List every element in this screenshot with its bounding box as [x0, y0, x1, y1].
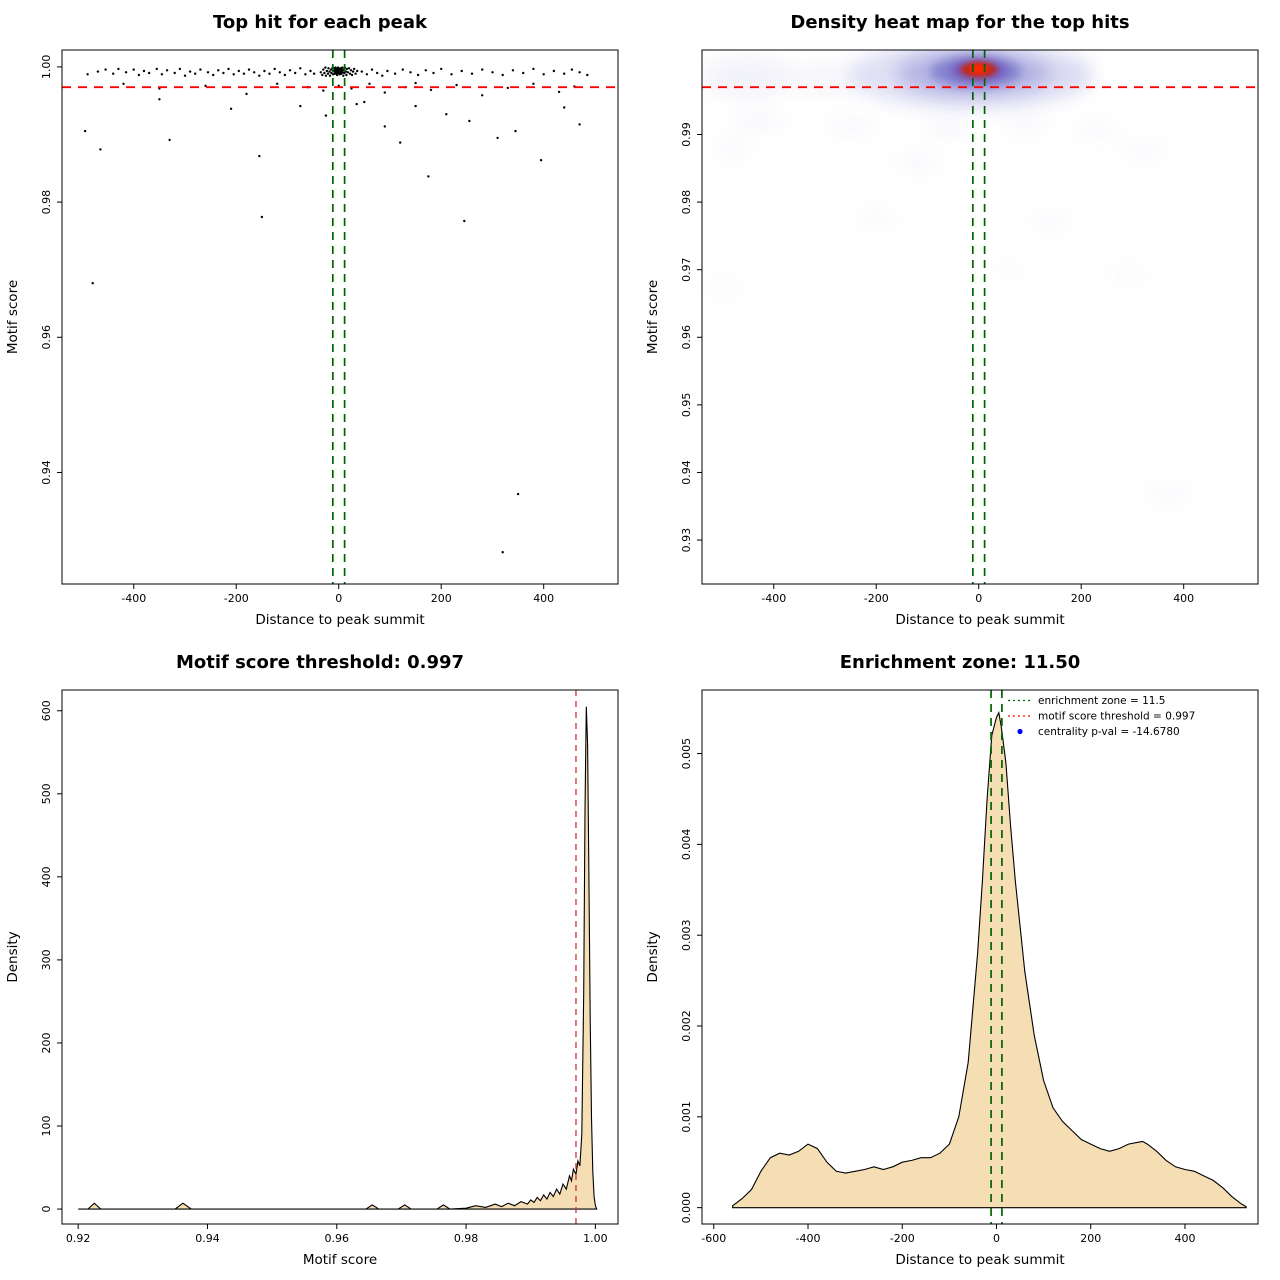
svg-text:0.98: 0.98 [680, 190, 693, 215]
svg-text:0.98: 0.98 [40, 190, 53, 215]
svg-text:200: 200 [431, 592, 452, 605]
svg-text:0.92: 0.92 [66, 1232, 91, 1245]
svg-text:0.95: 0.95 [680, 393, 693, 418]
svg-text:0.003: 0.003 [680, 919, 693, 951]
svg-text:0.004: 0.004 [680, 829, 693, 861]
svg-text:-200: -200 [890, 1232, 915, 1245]
svg-text:400: 400 [1173, 592, 1194, 605]
chart-title-heatmap: Density heat map for the top hits [790, 12, 1130, 33]
heatmap-top-hits-series [702, 50, 1192, 503]
svg-text:0: 0 [335, 592, 342, 605]
density-motif-score-plot-box [61, 689, 619, 1225]
scatter-top-hits-axes: -400 -200 0 200 400 0.94 0.96 0.98 1.00 [40, 55, 554, 605]
svg-text:-400: -400 [796, 1232, 821, 1245]
svg-text:0.001: 0.001 [680, 1101, 693, 1133]
density-motif-score-xlabel: Motif score [303, 1252, 377, 1268]
svg-text:enrichment zone = 11.5: enrichment zone = 11.5 [1038, 695, 1165, 707]
density-distance-axes: -600 -400 -200 0 200 400 0.000 0.001 0.002 0.003 0… [680, 738, 1195, 1245]
scatter-top-hits-ylabel: Motif score [5, 280, 21, 354]
svg-text:0: 0 [993, 1232, 1000, 1245]
svg-text:100: 100 [40, 1116, 53, 1137]
svg-text:0.96: 0.96 [325, 1232, 350, 1245]
panel-density-heatmap: Density heat map for the top hits -400 -2… [640, 0, 1280, 640]
scatter-top-hits-reference-lines [62, 50, 618, 584]
svg-text:0.94: 0.94 [40, 460, 53, 485]
scatter-top-hits-series [83, 66, 589, 554]
svg-text:500: 500 [40, 783, 53, 804]
svg-text:200: 200 [1080, 1232, 1101, 1245]
heatmap-chart: -400 -200 0 200 400 0.93 0.94 0.95 0.96 0.97 0.98 0… [645, 49, 1259, 628]
scatter-chart: -400 -200 0 200 400 0.94 0.96 0.98 1.00 Distance … [5, 49, 619, 628]
density-distance-legend: enrichment zone = 11.5 motif score thresh… [1008, 695, 1195, 738]
svg-text:0.97: 0.97 [680, 257, 693, 282]
svg-text:-200: -200 [224, 592, 249, 605]
svg-text:0.98: 0.98 [454, 1232, 479, 1245]
svg-text:1.00: 1.00 [583, 1232, 608, 1245]
panel-top-hit-scatter: Top hit for each peak -400 -200 0 200 400 0.9… [0, 0, 640, 640]
svg-text:0.94: 0.94 [680, 460, 693, 485]
scatter-top-hits-plot-box [61, 49, 619, 585]
svg-text:-400: -400 [121, 592, 146, 605]
heatmap-top-hits-reference-lines [702, 50, 1258, 584]
svg-text:300: 300 [40, 949, 53, 970]
svg-text:0.93: 0.93 [680, 528, 693, 553]
svg-text:600: 600 [40, 700, 53, 721]
svg-text:0.000: 0.000 [680, 1192, 693, 1224]
density-motif-score-series [78, 706, 598, 1210]
svg-text:400: 400 [40, 866, 53, 887]
svg-text:centrality p-val = -14.6780: centrality p-val = -14.6780 [1038, 726, 1180, 738]
svg-text:-600: -600 [701, 1232, 726, 1245]
density-distance-plot-box [701, 689, 1259, 1225]
density-distance-reference-lines [990, 690, 1003, 1224]
panel-motif-score-density: Motif score threshold: 0.997 0.92 0.94 0.9… [0, 640, 640, 1280]
chart-title-enrichment: Enrichment zone: 11.50 [839, 652, 1081, 673]
heatmap-top-hits-axes: -400 -200 0 200 400 0.93 0.94 0.95 0.96 0.97 0.98 0… [680, 122, 1194, 605]
density-distance-series [732, 710, 1247, 1209]
svg-text:-200: -200 [864, 592, 889, 605]
svg-text:0.96: 0.96 [680, 325, 693, 350]
svg-text:1.00: 1.00 [40, 55, 53, 80]
scatter-top-hits-xlabel: Distance to peak summit [255, 612, 424, 628]
density-motif-score-ylabel: Density [5, 931, 21, 982]
svg-text:400: 400 [533, 592, 554, 605]
density-distance-ylabel: Density [645, 931, 661, 982]
svg-text:0.94: 0.94 [195, 1232, 220, 1245]
heatmap-top-hits-ylabel: Motif score [645, 280, 661, 354]
density-motif-score-axes: 0.92 0.94 0.96 0.98 1.00 0 100 200 300 400 500 600 [40, 700, 608, 1245]
svg-text:-400: -400 [761, 592, 786, 605]
svg-text:400: 400 [1174, 1232, 1195, 1245]
svg-text:0.99: 0.99 [680, 122, 693, 147]
svg-text:0: 0 [975, 592, 982, 605]
svg-text:0: 0 [40, 1206, 53, 1213]
chart-title-score-density: Motif score threshold: 0.997 [175, 652, 465, 673]
score-density-chart: 0.92 0.94 0.96 0.98 1.00 0 100 200 300 400 500 600 M… [5, 689, 619, 1268]
svg-text:0.002: 0.002 [680, 1010, 693, 1042]
svg-text:0.005: 0.005 [680, 738, 693, 770]
enrichment-density-chart: -600 -400 -200 0 200 400 0.000 0.001 0.002 0.003 0… [645, 689, 1259, 1268]
heatmap-top-hits-xlabel: Distance to peak summit [895, 612, 1064, 628]
chart-title-scatter: Top hit for each peak [213, 12, 427, 33]
svg-text:motif score threshold = 0.997: motif score threshold = 0.997 [1038, 711, 1195, 723]
heatmap-top-hits-plot-box [701, 49, 1259, 585]
density-distance-xlabel: Distance to peak summit [895, 1252, 1064, 1268]
svg-text:200: 200 [1071, 592, 1092, 605]
svg-text:200: 200 [40, 1032, 53, 1053]
svg-text:0.96: 0.96 [40, 325, 53, 350]
panel-enrichment-zone-density: Enrichment zone: 11.50 -600 -400 -200 0 200 4… [640, 640, 1280, 1280]
